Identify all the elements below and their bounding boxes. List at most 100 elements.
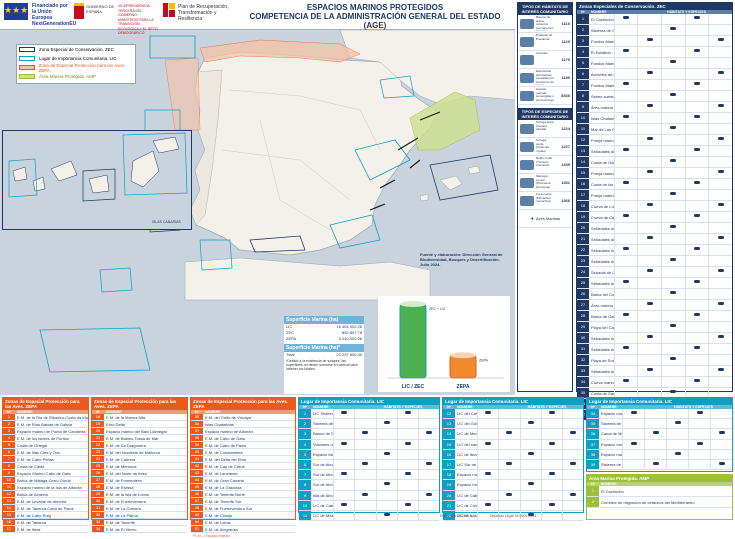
list-row[interactable]: 2 Corredor de migración de cetáceos del M… xyxy=(587,497,732,508)
list-row[interactable]: 2 E.M. de Rías Baixas de Galicia xyxy=(3,421,88,428)
list-row[interactable]: 4 E.M. de los Islotes de Portios xyxy=(3,435,88,442)
list-row[interactable]: 45 E.M. de La Graciosa xyxy=(191,484,295,491)
canary-islands-inset[interactable] xyxy=(2,130,192,230)
list-row[interactable]: 31 E.M. de La Gomera xyxy=(92,505,187,512)
list-row[interactable]: 43 E.M. de Lanzarote xyxy=(191,470,295,477)
list-row[interactable]: 10 Bahía de Málaga-Cerro Gordo xyxy=(3,477,88,484)
list-row[interactable]: 1 El Cachucho xyxy=(587,486,732,497)
list-row[interactable]: 49 E.M. de Chinijo xyxy=(191,512,295,519)
list-row[interactable]: 32 E.M. de La Palma xyxy=(92,512,187,519)
list-row[interactable]: 36 Islas Chafarinas xyxy=(191,421,295,428)
list-row[interactable]: 24 E.M. de Cabrera xyxy=(92,456,187,463)
list-row[interactable]: 5 Costa de Ortegal xyxy=(3,442,88,449)
list-row[interactable]: 35 E.M. del Golfo de Vizcaya xyxy=(191,414,295,421)
list-row[interactable]: 16 LIC de Ibiza xyxy=(443,449,583,460)
list-row[interactable]: 6 E.M. de Illas Cíes y Ons xyxy=(3,449,88,456)
list-row[interactable]: 21 E.M. de Blanes-Tossa de Mar xyxy=(92,435,187,442)
list-row[interactable]: 47 E.M. de Tenerife Sur xyxy=(191,498,295,505)
map-area[interactable]: ★★★ Financiado por la Unión Europea Next… xyxy=(0,0,515,395)
list-row[interactable]: 30 E.M. de Fuerteventura xyxy=(92,498,187,505)
list-row[interactable]: 23 E.M. del Nordeste de Mallorca xyxy=(92,449,187,456)
list-row[interactable]: 19 Ebro Delta xyxy=(92,421,187,428)
list-row[interactable]: 15 E.M. de Cabo Roig xyxy=(3,512,88,519)
list-row[interactable]: 41 E.M. del Delta del Ebro xyxy=(191,456,295,463)
list-row[interactable]: 13 E.M. de Levante de Almería xyxy=(3,498,88,505)
list-row[interactable]: 27 E.M. de Formentera xyxy=(92,477,187,484)
list-row[interactable]: 33 E.M. de Tenerife xyxy=(92,519,187,526)
list-row[interactable]: 20 Espacio marino del Baix Llobregat xyxy=(92,428,187,435)
list-row[interactable]: 37 Espacio marino de Alborán xyxy=(191,428,295,435)
list-row[interactable]: 4El Estallido - Punta de Teno xyxy=(577,47,732,58)
list-row[interactable]: 18 E.M. de la Marina Alta xyxy=(92,414,187,421)
list-row[interactable]: 3 Espacio marino de Punta de Candieira xyxy=(3,428,88,435)
list-row[interactable]: 51 E.M. de Alegranza xyxy=(191,526,295,533)
list-row[interactable]: 14 E.M. de Tabarca-Cabo de Palos xyxy=(3,505,88,512)
list-row[interactable]: 34 E.M. de El Hierro xyxy=(92,526,187,533)
list-row[interactable]: 38 E.M. de Cabo de Gata xyxy=(191,435,295,442)
list-row[interactable]: 42 E.M. de Cap de Creus xyxy=(191,463,295,470)
list-row[interactable]: 26 E.M. del Norte de Ibiza xyxy=(92,470,187,477)
list-row[interactable]: 9 Espacio Marino Cabo de Gata xyxy=(3,470,88,477)
list-row[interactable]: 16 E.M. de Tabarca xyxy=(3,519,88,526)
list-row[interactable]: 7 E.M. de Cabo Peñas xyxy=(3,456,88,463)
list-row[interactable]: 25 E.M. de Menorca xyxy=(92,463,187,470)
list-row[interactable]: 12 Bahía de Almería xyxy=(3,491,88,498)
list-row[interactable]: 44 E.M. de Gran Canaria xyxy=(191,477,295,484)
list-row[interactable]: 1 E.M. de la Ría de Ribadeo-Costa da Mari… xyxy=(3,414,88,421)
list-row[interactable]: 1 El Cachucho xyxy=(577,14,732,25)
list-row[interactable]: 46 E.M. de Tenerife Norte xyxy=(191,491,295,498)
list-row[interactable]: 22 E.M. de Sa Dragonera xyxy=(92,442,187,449)
